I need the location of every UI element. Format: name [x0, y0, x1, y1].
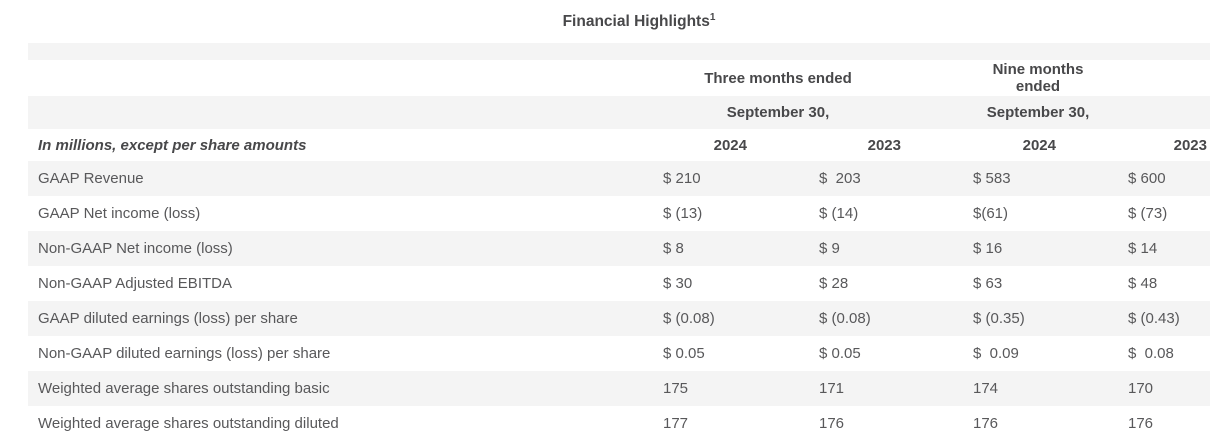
row-value: $ 30: [663, 275, 693, 292]
row-value: 176: [819, 415, 845, 432]
table-row: Weighted average shares outstanding dilu…: [28, 406, 1210, 441]
table-row: Non-GAAP Adjusted EBITDA $ 30 $ 28 $ 63 …: [28, 266, 1210, 301]
row-value: 171: [819, 380, 845, 397]
spacer-band: [28, 43, 1210, 60]
table-row: GAAP Net income (loss) $ (13) $ (14) $(6…: [28, 196, 1210, 231]
row-value: $ (0.08): [819, 310, 871, 327]
row-label: GAAP diluted earnings (loss) per share: [38, 310, 298, 327]
group-header-three-months: Three months ended: [704, 69, 852, 87]
row-value: $ 48: [1128, 275, 1158, 292]
page-header: Financial Highlights1: [0, 0, 1216, 43]
table-row: Non-GAAP diluted earnings (loss) per sha…: [28, 336, 1210, 371]
row-label: Weighted average shares outstanding basi…: [38, 380, 330, 397]
row-value: $ 63: [973, 275, 1003, 292]
row-value: $ (0.08): [663, 310, 715, 327]
row-value: 174: [973, 380, 999, 397]
row-value: $ 28: [819, 275, 849, 292]
row-value: $ 210: [663, 170, 701, 187]
row-label: GAAP Net income (loss): [38, 205, 201, 222]
row-value: $ 0.08: [1128, 345, 1174, 362]
date-subheader-three-months: September 30,: [726, 104, 830, 121]
row-label: Non-GAAP Adjusted EBITDA: [38, 275, 232, 292]
table-row: Weighted average shares outstanding basi…: [28, 371, 1210, 406]
row-value: $ 203: [819, 170, 861, 187]
row-value: $ 0.05: [819, 345, 861, 362]
row-value: 170: [1128, 380, 1154, 397]
table-body: GAAP Revenue $ 210 $ 203 $ 583 $ 600 GAA…: [28, 161, 1210, 441]
row-label: GAAP Revenue: [38, 170, 144, 187]
page-title: Financial Highlights1: [563, 12, 716, 31]
year-header-ytd-2023: 2023: [1173, 136, 1207, 154]
row-value: 175: [663, 380, 689, 397]
page-title-footnote-marker: 1: [709, 11, 716, 23]
row-value: 176: [973, 415, 999, 432]
date-subheader-nine-months: September 30,: [986, 104, 1090, 121]
row-label: Weighted average shares outstanding dilu…: [38, 415, 339, 432]
year-header-ytd-2024: 2024: [1022, 136, 1056, 154]
year-header-q3-2023: 2023: [867, 136, 901, 154]
year-header-row: In millions, except per share amounts 20…: [28, 129, 1210, 161]
row-value: $ (73): [1128, 205, 1168, 222]
period-header-row: Three months ended Nine months ended: [28, 60, 1210, 96]
row-value: $ 16: [973, 240, 1003, 257]
row-value: $ (13): [663, 205, 703, 222]
row-value: $ (0.43): [1128, 310, 1180, 327]
row-value: $ 583: [973, 170, 1011, 187]
units-note: In millions, except per share amounts: [38, 136, 307, 154]
table-row: GAAP Revenue $ 210 $ 203 $ 583 $ 600: [28, 161, 1210, 196]
row-value: $ 600: [1128, 170, 1166, 187]
page-title-text: Financial Highlights: [562, 13, 710, 31]
row-value: 176: [1128, 415, 1154, 432]
row-label: Non-GAAP Net income (loss): [38, 240, 233, 257]
group-header-nine-months: Nine months ended: [992, 61, 1084, 95]
row-value: $ (0.35): [973, 310, 1025, 327]
row-value: $ 0.05: [663, 345, 705, 362]
row-value: 177: [663, 415, 689, 432]
row-value: $ (14): [819, 205, 859, 222]
table-row: Non-GAAP Net income (loss) $ 8 $ 9 $ 16 …: [28, 231, 1210, 266]
year-header-q3-2024: 2024: [713, 136, 747, 154]
financial-highlights-table: Three months ended Nine months ended Sep…: [28, 43, 1210, 441]
table-row: GAAP diluted earnings (loss) per share $…: [28, 301, 1210, 336]
row-value: $ 8: [663, 240, 684, 257]
row-value: $(61): [973, 205, 1009, 222]
row-value: $ 14: [1128, 240, 1158, 257]
row-value: $ 0.09: [973, 345, 1019, 362]
date-subheader-row: September 30, September 30,: [28, 96, 1210, 129]
row-label: Non-GAAP diluted earnings (loss) per sha…: [38, 345, 331, 362]
row-value: $ 9: [819, 240, 840, 257]
